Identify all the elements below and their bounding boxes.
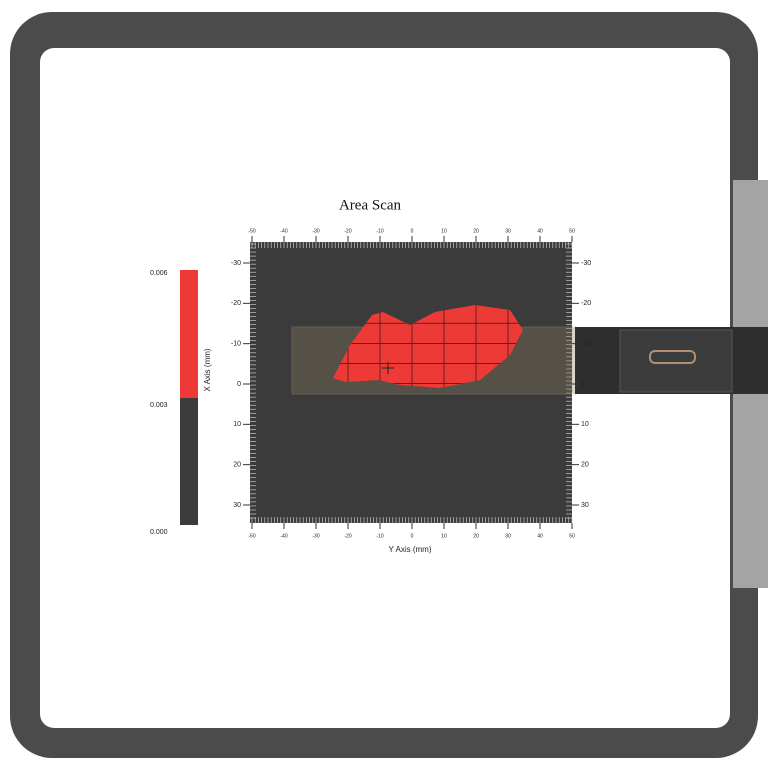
left-tick-label: -30 [231,260,241,267]
colorbar-label: 0.006 [150,270,168,277]
rulers [250,242,573,523]
top-tick-label: 10 [441,228,447,234]
right-tick-label: 0 [581,381,585,388]
bottom-tick-label: -20 [344,533,351,539]
colorbar-high [180,270,198,398]
scan-area [333,305,523,388]
bottom-tick-label: 20 [473,533,479,539]
bottom-tick-label: 50 [569,533,575,539]
left-tick-label: -20 [231,300,241,307]
top-tick-label: -20 [344,228,351,234]
bottom-tick-label: 30 [505,533,511,539]
colorbar-label: 0.003 [150,402,168,409]
top-tick-label: 50 [569,228,575,234]
left-tick-label: 20 [233,462,241,469]
right-tick-label: -20 [581,300,591,307]
bottom-tick-label: 40 [537,533,543,539]
right-tick-label: -10 [581,341,591,348]
top-tick-label: -30 [312,228,319,234]
top-tick-label: 0 [411,228,414,234]
bottom-tick-label: -50 [248,533,255,539]
bottom-tick-label: 0 [411,533,414,539]
right-tick-label: 20 [581,462,589,469]
chart-title: Area Scan [339,197,402,213]
bottom-tick-label: -40 [280,533,287,539]
top-tick-label: -40 [280,228,287,234]
colorbar-label: 0.000 [150,529,168,536]
top-tick-label: 20 [473,228,479,234]
right-tick-label: 10 [581,421,589,428]
top-tick-label: 30 [505,228,511,234]
right-tick-label: -30 [581,260,591,267]
x-axis-label: Y Axis (mm) [389,545,432,554]
colorbar-low [180,398,198,525]
left-tick-label: 30 [233,502,241,509]
top-tick-label: 40 [537,228,543,234]
left-tick-label: 0 [237,381,241,388]
crosshair [382,362,394,374]
bottom-tick-label: 10 [441,533,447,539]
top-tick-label: -10 [376,228,383,234]
left-tick-label: -10 [231,341,241,348]
usb-port [649,350,696,364]
bottom-tick-label: -30 [312,533,319,539]
camera-detail [619,329,733,393]
y-axis-label: X Axis (mm) [203,348,212,391]
left-tick-label: 10 [233,421,241,428]
top-tick-label: -50 [248,228,255,234]
right-tick-label: 30 [581,502,589,509]
bottom-tick-label: -10 [376,533,383,539]
